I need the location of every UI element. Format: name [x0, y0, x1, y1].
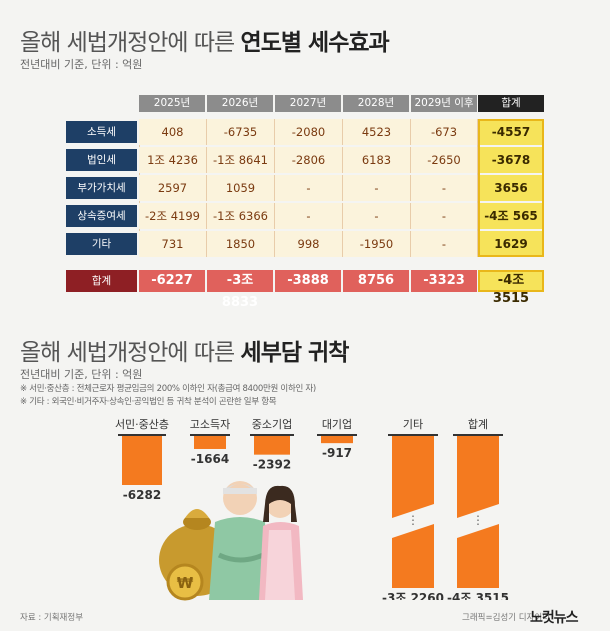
table-cell: -6735 [207, 119, 275, 145]
bar [457, 524, 499, 588]
note-middle-class: ※ 서민·중산층 : 전체근로자 평균임금의 200% 이하인 자(총급여 84… [20, 384, 316, 394]
row-header: 법인세 [66, 149, 137, 171]
category-label: 합계 [468, 418, 488, 431]
table-cell: -2650 [411, 147, 478, 173]
row-header: 기타 [66, 233, 137, 255]
total-row-cell: -3조 8833 [207, 270, 273, 310]
category-label: 기타 [403, 418, 423, 431]
table-cell: - [275, 203, 343, 229]
table-cell: 4523 [343, 119, 411, 145]
table-cell: - [411, 203, 478, 229]
total-row-header: 합계 [66, 270, 137, 292]
axis-break-mark: ⋮ [472, 513, 484, 527]
total-row-cell: -6227 [139, 270, 205, 292]
row-total-cell: 3656 [478, 175, 544, 201]
tax-burden-bar-chart: 서민·중산층 -6282 고소득자 -1664 중소기업 -2392 대기업 -917 기타 ⋮ -… [115, 418, 509, 600]
column-header: 2025년 [139, 95, 205, 112]
table-cell: - [343, 203, 411, 229]
row-total-cell: -4557 [478, 119, 544, 145]
bar-baseline [190, 434, 230, 436]
table-cell: 2597 [139, 175, 207, 201]
bar [194, 436, 226, 449]
section2-title: 올해 세법개정안에 따른 세부담 귀착 [20, 333, 350, 367]
table-cell: - [343, 175, 411, 201]
section1-subtitle: 전년대비 기준, 단위 : 억원 [20, 58, 143, 71]
value-label: -2392 [253, 458, 291, 472]
table-cell: -2조 4199 [139, 203, 207, 229]
total-row-cell: -3888 [275, 270, 341, 292]
section2-title-normal: 올해 세법개정안에 따른 [20, 340, 235, 366]
taxpayers-illustration: ₩ [159, 481, 303, 601]
column-header: 2027년 [275, 95, 341, 112]
column-header: 2029년 이후 [411, 95, 477, 112]
table-cell: 731 [139, 231, 207, 257]
table-cell: -673 [411, 119, 478, 145]
grand-total-cell: -4조 3515 [478, 270, 544, 306]
table-cell: -1조 8641 [207, 147, 275, 173]
table-cell: - [275, 175, 343, 201]
column-header: 합계 [478, 95, 544, 112]
section1-title: 올해 세법개정안에 따른 연도별 세수효과 [20, 23, 390, 57]
value-label: -3조 2260 [382, 591, 444, 600]
table-cell: 408 [139, 119, 207, 145]
value-label: -917 [322, 446, 352, 460]
category-label: 중소기업 [252, 418, 292, 431]
value-label: -6282 [123, 488, 161, 502]
bar [254, 436, 290, 455]
row-header: 부가가치세 [66, 177, 137, 199]
table-cell: 1059 [207, 175, 275, 201]
table-cell: -2806 [275, 147, 343, 173]
total-column-outline [478, 119, 544, 257]
table-cell: 1조 4236 [139, 147, 207, 173]
note-other: ※ 기타 : 외국인·비거주자·상속인·공익법인 등 귀착 분석이 곤란한 일부… [20, 397, 277, 407]
category-label: 고소득자 [190, 418, 230, 431]
bar [122, 436, 162, 485]
table-cell: -1조 6366 [207, 203, 275, 229]
row-total-cell: -3678 [478, 147, 544, 173]
bar [457, 436, 499, 518]
bar [392, 524, 434, 588]
woman-figure [259, 485, 303, 600]
table-cell: 6183 [343, 147, 411, 173]
man-figure [209, 481, 271, 600]
table-cell: -1950 [343, 231, 411, 257]
column-header: 2026년 [207, 95, 273, 112]
bar-baseline [317, 434, 357, 436]
table-cell: 998 [275, 231, 343, 257]
section1-title-normal: 올해 세법개정안에 따른 [20, 30, 235, 56]
source-note: 자료 : 기획재정부 [20, 613, 84, 623]
row-header: 상속증여세 [66, 205, 137, 227]
value-label: -1664 [191, 452, 229, 466]
section1-title-bold: 연도별 세수효과 [240, 30, 390, 56]
bar-baseline [388, 434, 438, 436]
bar [321, 436, 353, 444]
bar [392, 436, 434, 518]
table-cell: - [411, 175, 478, 201]
column-header: 2028년 [343, 95, 409, 112]
section2-subtitle: 전년대비 기준, 단위 : 억원 [20, 368, 143, 381]
total-row-cell: 8756 [343, 270, 409, 292]
value-label: -4조 3515 [447, 591, 509, 600]
axis-break-mark: ⋮ [407, 513, 419, 527]
row-total-cell: 1629 [478, 231, 544, 257]
bar-baseline [250, 434, 294, 436]
table-cell: - [411, 231, 478, 257]
table-cell: -2080 [275, 119, 343, 145]
category-label: 서민·중산층 [115, 418, 169, 431]
row-header: 소득세 [66, 121, 137, 143]
won-coin-icon: ₩ [166, 563, 204, 601]
category-label: 대기업 [322, 418, 352, 431]
section2-title-bold: 세부담 귀착 [240, 340, 350, 366]
nocut-news-logo: 노컷뉴스 [530, 610, 579, 626]
table-cell: 1850 [207, 231, 275, 257]
total-row-cell: -3323 [411, 270, 477, 292]
graphic-credit: 그래픽=김성기 디자이너 [462, 613, 551, 623]
bar-baseline [118, 434, 166, 436]
bar-baseline [453, 434, 503, 436]
row-total-cell: -4조 565 [478, 203, 544, 229]
svg-text:₩: ₩ [177, 574, 194, 592]
